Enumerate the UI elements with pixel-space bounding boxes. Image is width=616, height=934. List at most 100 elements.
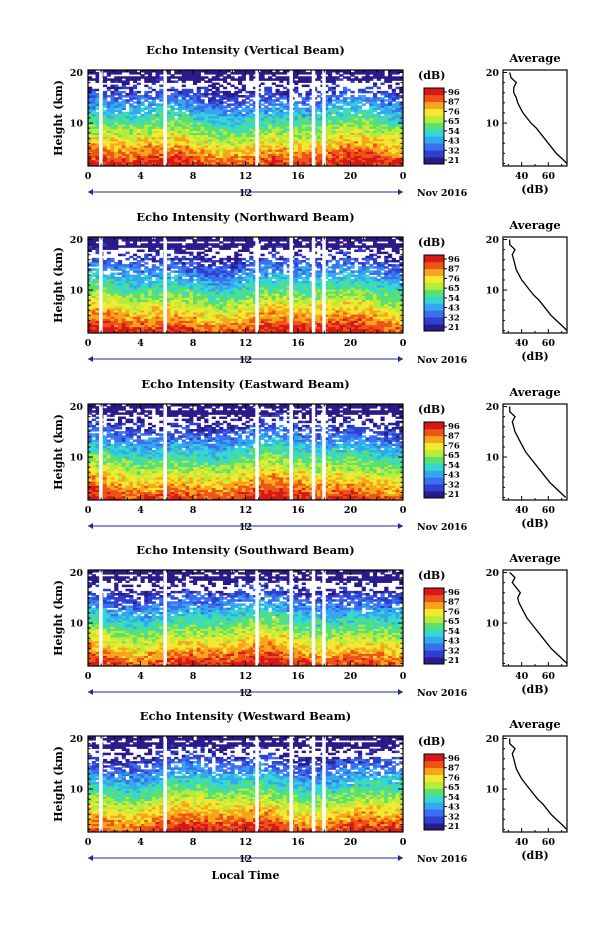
heatmap-cell: [129, 87, 133, 89]
heatmap-cell: [227, 110, 231, 112]
heatmap-cell: [283, 91, 287, 93]
heatmap-cell: [122, 95, 126, 97]
heatmap-cell: [152, 108, 156, 110]
heatmap-cell: [306, 76, 310, 78]
heatmap-cell: [272, 72, 276, 74]
heatmap-cell: [234, 78, 238, 80]
heatmap-cell: [152, 89, 156, 91]
heatmap-cell: [306, 72, 310, 74]
heatmap-cell: [133, 85, 137, 87]
heatmap-cell: [122, 112, 126, 114]
y-axis-label: Height (km): [52, 80, 65, 156]
heatmap-cell: [227, 83, 231, 85]
heatmap-cell: [189, 95, 193, 97]
heatmap-cell: [234, 91, 238, 93]
heatmap-cell: [227, 74, 231, 76]
heatmap-cell: [159, 103, 163, 105]
heatmap-cell: [261, 83, 265, 85]
heatmap-cell: [148, 101, 152, 103]
heatmap-cell: [182, 112, 186, 114]
heatmap-cell: [276, 103, 280, 105]
heatmap-cell: [137, 95, 141, 97]
heatmap-cell: [171, 93, 175, 95]
heatmap-cell: [118, 76, 122, 78]
heatmap-cell: [302, 76, 306, 78]
heatmap-cell: [302, 108, 306, 110]
heatmap-cell: [111, 78, 115, 80]
heatmap-cell: [246, 105, 250, 107]
heatmap-cell: [279, 76, 283, 78]
heatmap-cell: [208, 93, 212, 95]
heatmap-cell: [223, 91, 227, 93]
heatmap-cell: [208, 78, 212, 80]
heatmap-cell: [193, 93, 197, 95]
heatmap-cell: [126, 99, 130, 101]
heatmap-cell: [144, 76, 148, 78]
heatmap-cell: [107, 78, 111, 80]
heatmap-cell: [167, 89, 171, 91]
heatmap-cell: [231, 85, 235, 87]
heatmap-cell: [279, 72, 283, 74]
heatmap-cell: [272, 83, 276, 85]
heatmap-cell: [261, 95, 265, 97]
heatmap-cell: [141, 114, 145, 116]
heatmap-cell: [294, 80, 298, 82]
heatmap-cell: [264, 105, 268, 107]
heatmap-cell: [126, 112, 130, 114]
heatmap-cell: [227, 103, 231, 105]
figure-root: Echo Intensity (Vertical Beam) Height (km…: [0, 0, 616, 929]
heatmap-cell: [178, 76, 182, 78]
heatmap-cell: [246, 101, 250, 103]
heatmap-cell: [197, 87, 201, 89]
heatmap-cell: [204, 76, 208, 78]
heatmap-cell: [272, 93, 276, 95]
heatmap-cell: [122, 99, 126, 101]
heatmap-cell: [171, 105, 175, 107]
heatmap-cell: [126, 87, 130, 89]
heatmap-cell: [103, 76, 107, 78]
heatmap-cell: [317, 101, 321, 103]
heatmap-cell: [114, 114, 118, 116]
heatmap-cell: [306, 103, 310, 105]
heatmap-cell: [133, 91, 137, 93]
heatmap-cell: [264, 97, 268, 99]
heatmap-cell: [306, 91, 310, 93]
heatmap-cell: [242, 95, 246, 97]
heatmap-cell: [231, 76, 235, 78]
heatmap-cell: [107, 101, 111, 103]
heatmap-cell: [111, 85, 115, 87]
heatmap-cell: [178, 99, 182, 101]
heatmap-cell: [272, 78, 276, 80]
heatmap-cell: [129, 103, 133, 105]
heatmap-cell: [238, 95, 242, 97]
heatmap-cell: [133, 105, 137, 107]
heatmap-cell: [111, 91, 115, 93]
panel-title: Echo Intensity (Vertical Beam): [146, 43, 345, 57]
heatmap-cell: [276, 97, 280, 99]
heatmap-cell: [118, 91, 122, 93]
heatmap-cell: [246, 91, 250, 93]
heatmap-cell: [283, 87, 287, 89]
heatmap-cell: [216, 99, 220, 101]
heatmap-cell: [96, 112, 100, 114]
heatmap-cell: [294, 87, 298, 89]
heatmap-cell: [167, 95, 171, 97]
heatmap-cell: [276, 76, 280, 78]
heatmap-cell: [249, 108, 253, 110]
heatmap-cell: [201, 87, 205, 89]
heatmap-cell: [148, 87, 152, 89]
heatmap-cell: [182, 85, 186, 87]
heatmap-cell: [114, 97, 118, 99]
heatmap-cell: [144, 112, 148, 114]
heatmap-cell: [114, 76, 118, 78]
heatmap-cell: [103, 91, 107, 93]
heatmap-cell: [103, 85, 107, 87]
heatmap-cell: [283, 103, 287, 105]
heatmap-cell: [156, 91, 160, 93]
heatmap-cell: [204, 80, 208, 82]
heatmap-cell: [156, 103, 160, 105]
heatmap-cell: [171, 87, 175, 89]
heatmap-cell: [261, 103, 265, 105]
heatmap-cell: [212, 91, 216, 93]
heatmap-cell: [171, 74, 175, 76]
